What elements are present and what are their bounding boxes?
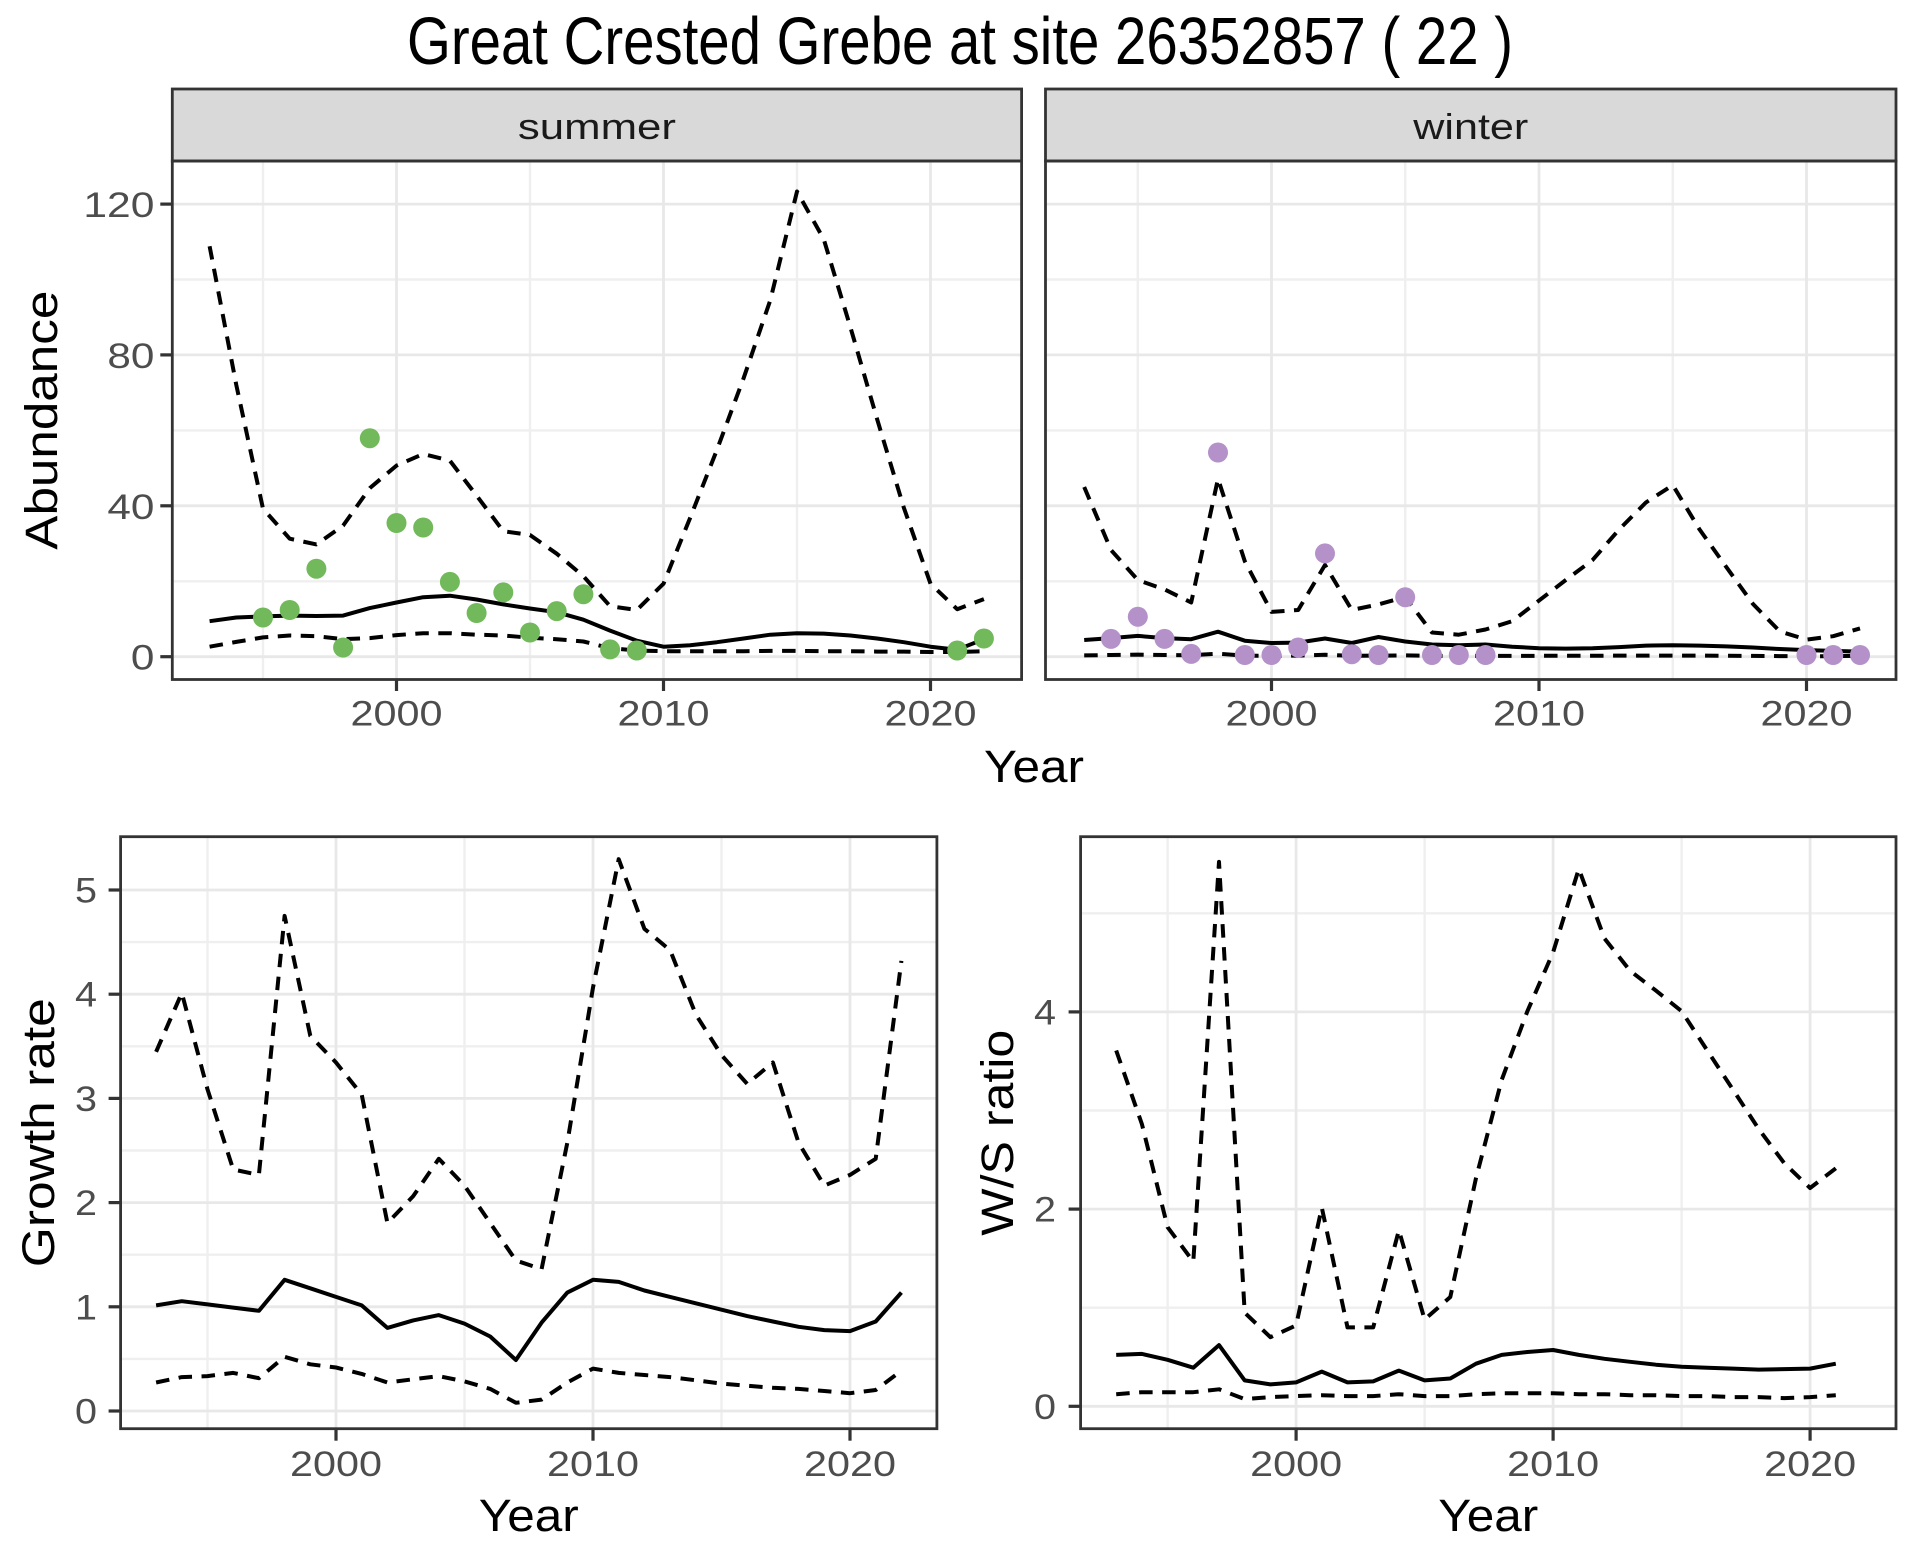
svg-text:0: 0 [131,639,155,678]
svg-text:4: 4 [1034,993,1056,1032]
svg-text:80: 80 [107,337,154,376]
svg-text:2000: 2000 [290,1445,382,1484]
svg-text:0: 0 [1034,1388,1056,1427]
svg-text:2020: 2020 [1761,695,1853,734]
svg-text:40: 40 [107,488,154,527]
svg-text:2010: 2010 [1493,695,1585,734]
svg-text:2020: 2020 [804,1445,896,1484]
svg-text:2: 2 [75,1184,97,1223]
svg-text:4: 4 [75,976,97,1015]
svg-text:2010: 2010 [547,1445,639,1484]
svg-text:3: 3 [75,1080,97,1119]
svg-text:2: 2 [1034,1191,1056,1230]
svg-text:2000: 2000 [351,695,443,734]
svg-text:winter: winter [1412,106,1528,147]
svg-text:Year: Year [479,1490,579,1541]
svg-text:Abundance: Abundance [16,291,67,550]
svg-text:5: 5 [75,872,97,911]
svg-text:120: 120 [83,186,154,225]
svg-text:W/S ratio: W/S ratio [972,1030,1023,1236]
svg-text:summer: summer [518,106,676,147]
svg-text:0: 0 [75,1393,97,1432]
svg-text:2020: 2020 [885,695,977,734]
svg-text:2010: 2010 [1507,1445,1599,1484]
svg-text:Growth rate: Growth rate [13,998,64,1267]
svg-text:1: 1 [75,1288,97,1327]
svg-text:Year: Year [1438,1490,1538,1541]
svg-text:2000: 2000 [1226,695,1318,734]
svg-text:2010: 2010 [618,695,710,734]
svg-text:2000: 2000 [1250,1445,1342,1484]
svg-text:Great Crested Grebe at site 26: Great Crested Grebe at site 26352857 ( 2… [407,4,1513,79]
svg-text:Year: Year [984,741,1084,792]
svg-text:2020: 2020 [1764,1445,1856,1484]
